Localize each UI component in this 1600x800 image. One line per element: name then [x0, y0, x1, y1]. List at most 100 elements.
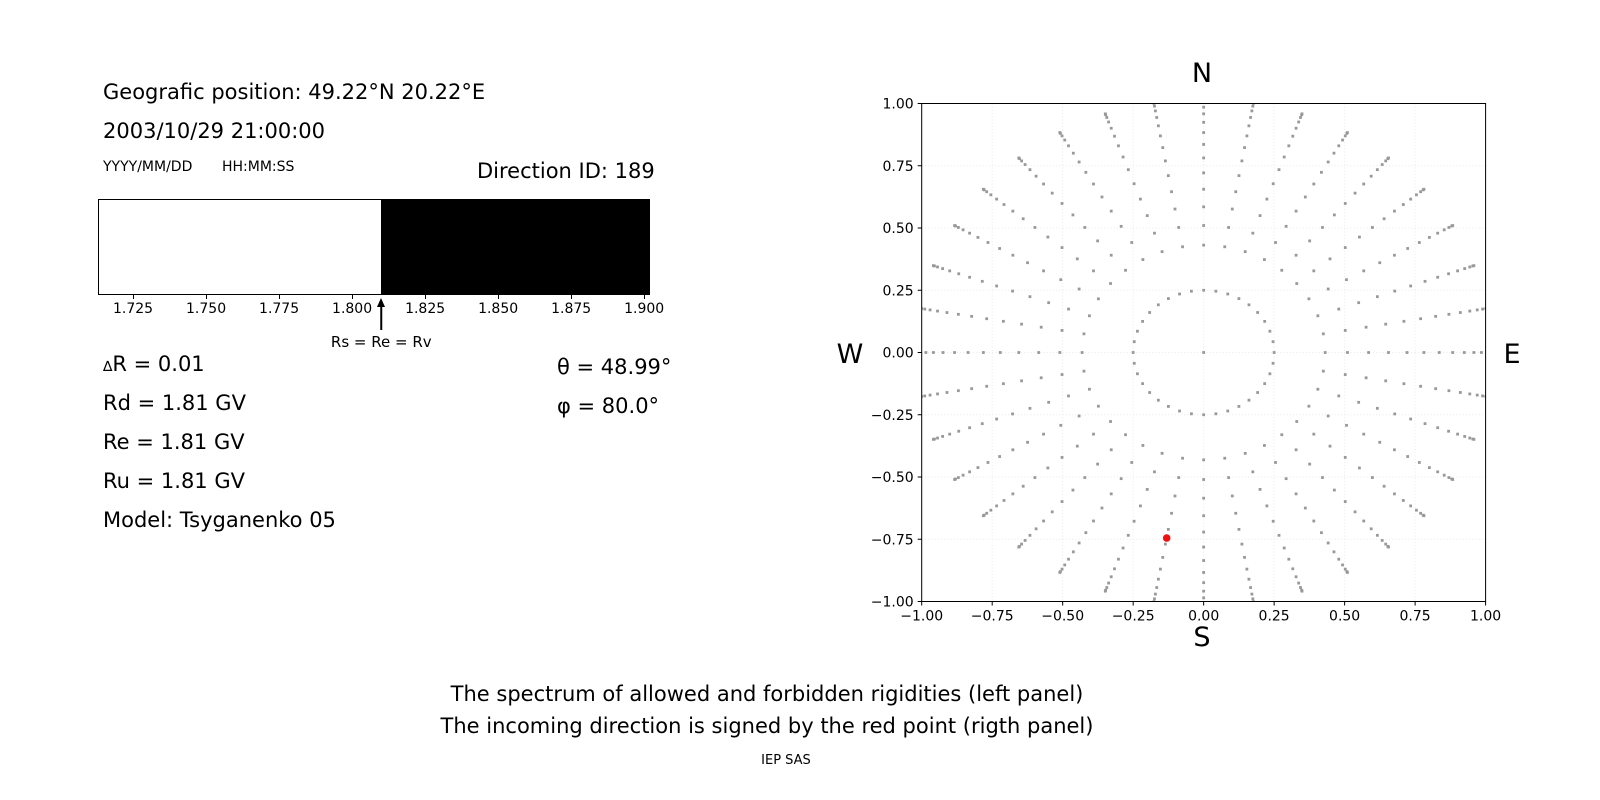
grid-dot: [1312, 432, 1316, 436]
grid-dot: [1312, 182, 1316, 186]
grid-dot: [1060, 134, 1064, 138]
grid-dot: [1240, 542, 1244, 546]
grid-dot: [1303, 506, 1307, 510]
grid-dot: [1345, 423, 1348, 427]
grid-dot: [923, 307, 927, 311]
grid-dot: [1282, 155, 1286, 159]
y-tick-label: 0.00: [883, 346, 914, 362]
grid-dot: [1060, 202, 1064, 205]
grid-dot: [995, 197, 999, 201]
grid-dot: [1332, 213, 1336, 217]
grid-dot: [1346, 571, 1349, 574]
grid-dot: [1028, 406, 1032, 410]
grid-dot: [957, 272, 961, 276]
grid-dot: [1475, 308, 1479, 312]
grid-dot: [1341, 563, 1344, 567]
grid-dot: [1177, 476, 1181, 479]
grid-dot: [1268, 329, 1272, 333]
grid-dot: [1234, 190, 1238, 194]
grid-dot: [1181, 245, 1184, 249]
grid-dot: [986, 461, 990, 464]
grid-dot: [1247, 577, 1251, 581]
grid-dot: [1132, 519, 1136, 523]
grid-dot: [1160, 451, 1164, 455]
grid-dot: [1202, 156, 1206, 160]
grid-dot: [1202, 571, 1206, 574]
grid-dot: [980, 422, 984, 426]
grid-dot: [1060, 246, 1064, 249]
spectrum-tick-label: 1.900: [624, 301, 665, 317]
grid-dot: [1105, 116, 1109, 119]
grid-dot: [1141, 319, 1145, 323]
grid-dot: [1170, 190, 1173, 194]
grid-dot: [1017, 351, 1021, 354]
grid-dot: [1126, 533, 1130, 537]
grid-dot: [1297, 581, 1301, 585]
grid-dot: [976, 466, 980, 469]
compass-west-label: W: [837, 339, 864, 370]
grid-dot: [1075, 444, 1079, 448]
grid-dot: [1017, 156, 1021, 160]
grid-dot: [1132, 340, 1136, 344]
grid-dot: [1124, 268, 1127, 272]
grid-dot: [1326, 287, 1330, 291]
grid-dot: [1100, 195, 1104, 199]
grid-dot: [1265, 504, 1269, 508]
compass-north-label: N: [1192, 58, 1212, 89]
grid-dot: [1161, 555, 1165, 559]
grid-dot: [1245, 134, 1249, 138]
grid-dot: [1456, 269, 1459, 273]
spectrum-tick-mark: [498, 295, 500, 299]
grid-dot: [1378, 440, 1382, 444]
grid-dot: [1033, 226, 1037, 229]
grid-dot: [941, 351, 945, 354]
grid-dot: [1042, 432, 1045, 436]
grid-dot: [1291, 134, 1295, 138]
grid-dot: [1050, 510, 1054, 514]
grid-dot: [945, 391, 949, 394]
grid-dot: [1202, 143, 1206, 146]
grid-dot: [995, 417, 999, 421]
grid-dot: [941, 435, 945, 438]
grid-dot: [1092, 269, 1095, 273]
grid-dot: [1067, 307, 1070, 311]
datetime-text: 2003/10/29 21:00:00: [103, 119, 326, 143]
grid-dot: [1387, 545, 1390, 549]
grid-dot: [1375, 168, 1379, 172]
grid-dot: [1178, 409, 1181, 413]
grid-dot: [1263, 319, 1267, 323]
x-tick-label: 0.25: [1259, 609, 1290, 625]
grid-dot: [1436, 231, 1440, 235]
y-tick-label: 0.25: [883, 283, 914, 299]
grid-dot: [1284, 224, 1288, 228]
grid-dot: [1263, 444, 1266, 447]
grid-dot: [1442, 228, 1446, 232]
grid-dot: [1109, 448, 1113, 452]
theta-value: θ = 48.99°: [557, 355, 672, 379]
grid-dot: [1202, 596, 1206, 600]
grid-dot: [1402, 319, 1406, 323]
spectrum-tick-mark: [644, 295, 646, 299]
grid-dot: [932, 437, 935, 441]
grid-dot: [1170, 511, 1173, 515]
grid-dot: [1480, 351, 1483, 354]
grid-dot: [1002, 499, 1006, 502]
grid-dot: [1419, 190, 1423, 194]
grid-dot: [1181, 456, 1184, 460]
grid-dot: [998, 351, 1002, 354]
grid-dot: [1362, 269, 1366, 273]
grid-dot: [1249, 586, 1252, 589]
grid-dot: [1050, 191, 1054, 195]
grid-dot: [1141, 444, 1145, 447]
grid-dot: [986, 241, 990, 244]
grid-dot: [1063, 138, 1067, 142]
grid-dot: [1265, 197, 1269, 201]
grid-dot: [1294, 253, 1298, 257]
grid-dot: [1326, 414, 1330, 418]
grid-dot: [1384, 322, 1388, 326]
grid-dot: [1436, 426, 1440, 430]
grid-dot: [995, 504, 999, 508]
grid-dot: [1357, 301, 1361, 305]
grid-dot: [1251, 600, 1255, 602]
grid-dot: [1274, 241, 1277, 244]
